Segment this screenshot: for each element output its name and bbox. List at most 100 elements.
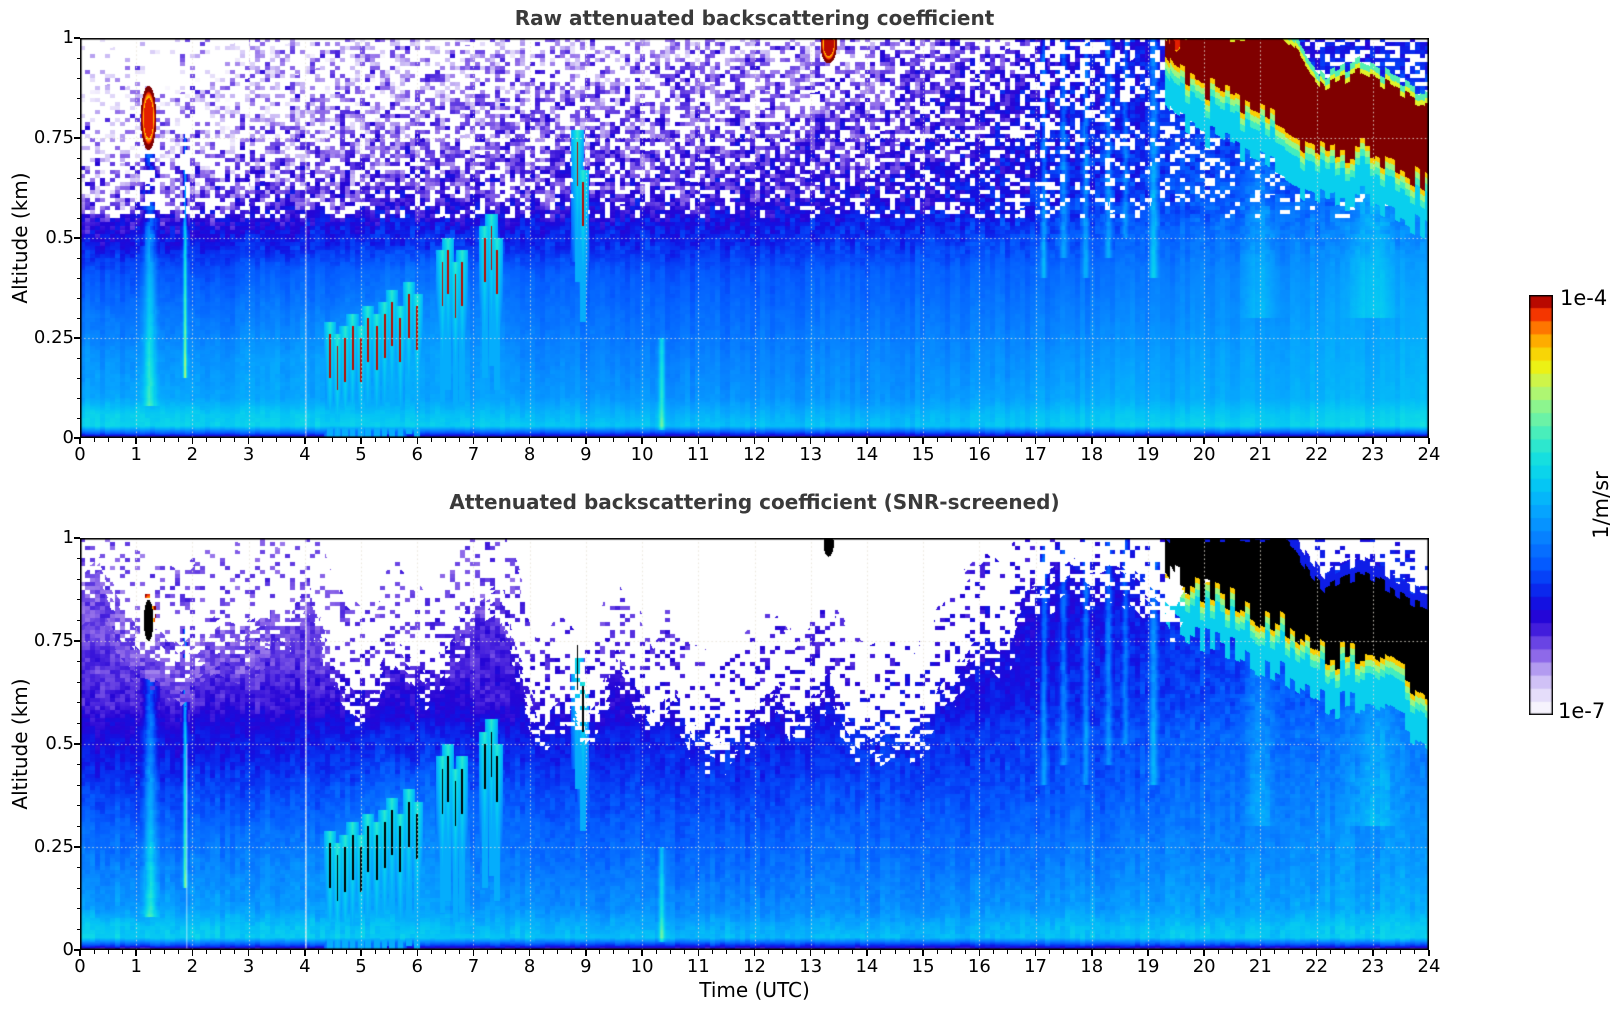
y-tick-label: 0.5 bbox=[45, 733, 74, 754]
x-minor-tick bbox=[1006, 950, 1008, 954]
y-minor-tick bbox=[76, 928, 80, 930]
x-tick bbox=[1203, 950, 1205, 956]
y-minor-tick bbox=[76, 117, 80, 119]
x-minor-tick bbox=[149, 438, 151, 442]
x-minor-tick bbox=[1006, 438, 1008, 442]
x-tick-label: 20 bbox=[1192, 956, 1216, 977]
x-minor-tick bbox=[613, 950, 615, 954]
x-minor-tick bbox=[1105, 950, 1107, 954]
x-minor-tick bbox=[220, 438, 222, 442]
y-minor-tick bbox=[76, 661, 80, 663]
x-minor-tick bbox=[950, 950, 952, 954]
x-tick bbox=[1147, 438, 1149, 444]
x-minor-tick bbox=[725, 950, 727, 954]
x-tick-label: 0 bbox=[74, 444, 86, 465]
x-tick-label: 3 bbox=[242, 444, 255, 465]
y-tick-label: 0.25 bbox=[33, 836, 74, 857]
x-minor-tick bbox=[1105, 438, 1107, 442]
y-minor-tick bbox=[76, 357, 80, 359]
x-minor-tick bbox=[599, 950, 601, 954]
x-tick-label: 1 bbox=[130, 444, 142, 465]
x-minor-tick bbox=[1217, 950, 1219, 954]
y-minor-tick bbox=[76, 297, 80, 299]
y-tick bbox=[74, 37, 80, 39]
y-minor-tick bbox=[76, 558, 80, 560]
y-minor-tick bbox=[76, 825, 80, 827]
x-tick-label: 16 bbox=[967, 956, 991, 977]
y-minor-tick bbox=[76, 57, 80, 59]
x-minor-tick bbox=[1217, 438, 1219, 442]
x-minor-tick bbox=[1161, 950, 1163, 954]
x-tick bbox=[247, 438, 250, 444]
x-minor-tick bbox=[1287, 438, 1289, 442]
x-tick-label: 9 bbox=[580, 956, 592, 977]
x-minor-tick bbox=[205, 438, 207, 442]
colorbar-units-label: 1/m/sr bbox=[1589, 471, 1613, 539]
x-minor-tick bbox=[1020, 438, 1022, 442]
x-minor-tick bbox=[1189, 950, 1191, 954]
x-tick-label: 0 bbox=[74, 956, 86, 977]
x-minor-tick bbox=[852, 950, 854, 954]
x-minor-tick bbox=[894, 438, 896, 442]
heatmap-screened bbox=[80, 538, 1429, 950]
x-tick bbox=[922, 438, 924, 444]
x-minor-tick bbox=[149, 950, 151, 954]
x-minor-tick bbox=[501, 438, 503, 442]
x-tick-label: 14 bbox=[855, 444, 879, 465]
x-minor-tick bbox=[1161, 438, 1163, 442]
x-minor-tick bbox=[768, 950, 770, 954]
x-tick-label: 22 bbox=[1305, 444, 1329, 465]
x-tick bbox=[978, 950, 981, 956]
x-tick bbox=[866, 950, 868, 956]
x-tick-label: 2 bbox=[186, 444, 199, 465]
x-minor-tick bbox=[992, 950, 994, 954]
x-minor-tick bbox=[1119, 950, 1121, 954]
x-minor-tick bbox=[458, 438, 460, 442]
x-minor-tick bbox=[571, 950, 573, 954]
x-tick bbox=[1315, 438, 1318, 444]
x-tick-label: 18 bbox=[1080, 956, 1104, 977]
x-minor-tick bbox=[599, 438, 601, 442]
y-tick-label: 0.5 bbox=[45, 227, 74, 248]
y-tick bbox=[74, 640, 80, 642]
x-tick bbox=[135, 950, 137, 956]
x-minor-tick bbox=[613, 438, 615, 442]
x-minor-tick bbox=[964, 950, 966, 954]
x-tick bbox=[472, 438, 475, 444]
x-minor-tick bbox=[346, 438, 348, 442]
x-minor-tick bbox=[557, 438, 559, 442]
panel-title-screened: Attenuated backscattering coefficient (S… bbox=[449, 490, 1060, 514]
x-minor-tick bbox=[838, 438, 840, 442]
x-tick bbox=[1091, 950, 1093, 956]
x-tick-label: 13 bbox=[799, 444, 823, 465]
y-minor-tick bbox=[76, 177, 80, 179]
y-tick bbox=[74, 437, 80, 439]
x-tick bbox=[304, 950, 306, 956]
x-minor-tick bbox=[220, 950, 222, 954]
y-minor-tick bbox=[76, 702, 80, 704]
x-minor-tick bbox=[1400, 438, 1402, 442]
x-tick bbox=[809, 950, 812, 956]
x-minor-tick bbox=[163, 438, 165, 442]
x-minor-tick bbox=[683, 438, 685, 442]
x-tick-label: 11 bbox=[686, 956, 710, 977]
x-minor-tick bbox=[374, 950, 376, 954]
x-tick-label: 6 bbox=[411, 956, 423, 977]
x-minor-tick bbox=[1330, 950, 1332, 954]
y-minor-tick bbox=[76, 317, 80, 319]
x-minor-tick bbox=[1344, 438, 1346, 442]
x-minor-tick bbox=[908, 950, 910, 954]
x-minor-tick bbox=[838, 950, 840, 954]
y-minor-tick bbox=[76, 784, 80, 786]
x-minor-tick bbox=[936, 950, 938, 954]
x-tick-label: 5 bbox=[355, 956, 367, 977]
x-tick bbox=[1259, 438, 1262, 444]
x-minor-tick bbox=[430, 438, 432, 442]
x-minor-tick bbox=[557, 950, 559, 954]
x-minor-tick bbox=[1020, 950, 1022, 954]
x-tick bbox=[191, 950, 194, 956]
x-tick bbox=[79, 438, 81, 444]
x-minor-tick bbox=[796, 438, 798, 442]
y-tick bbox=[74, 237, 80, 239]
x-tick bbox=[1259, 950, 1262, 956]
